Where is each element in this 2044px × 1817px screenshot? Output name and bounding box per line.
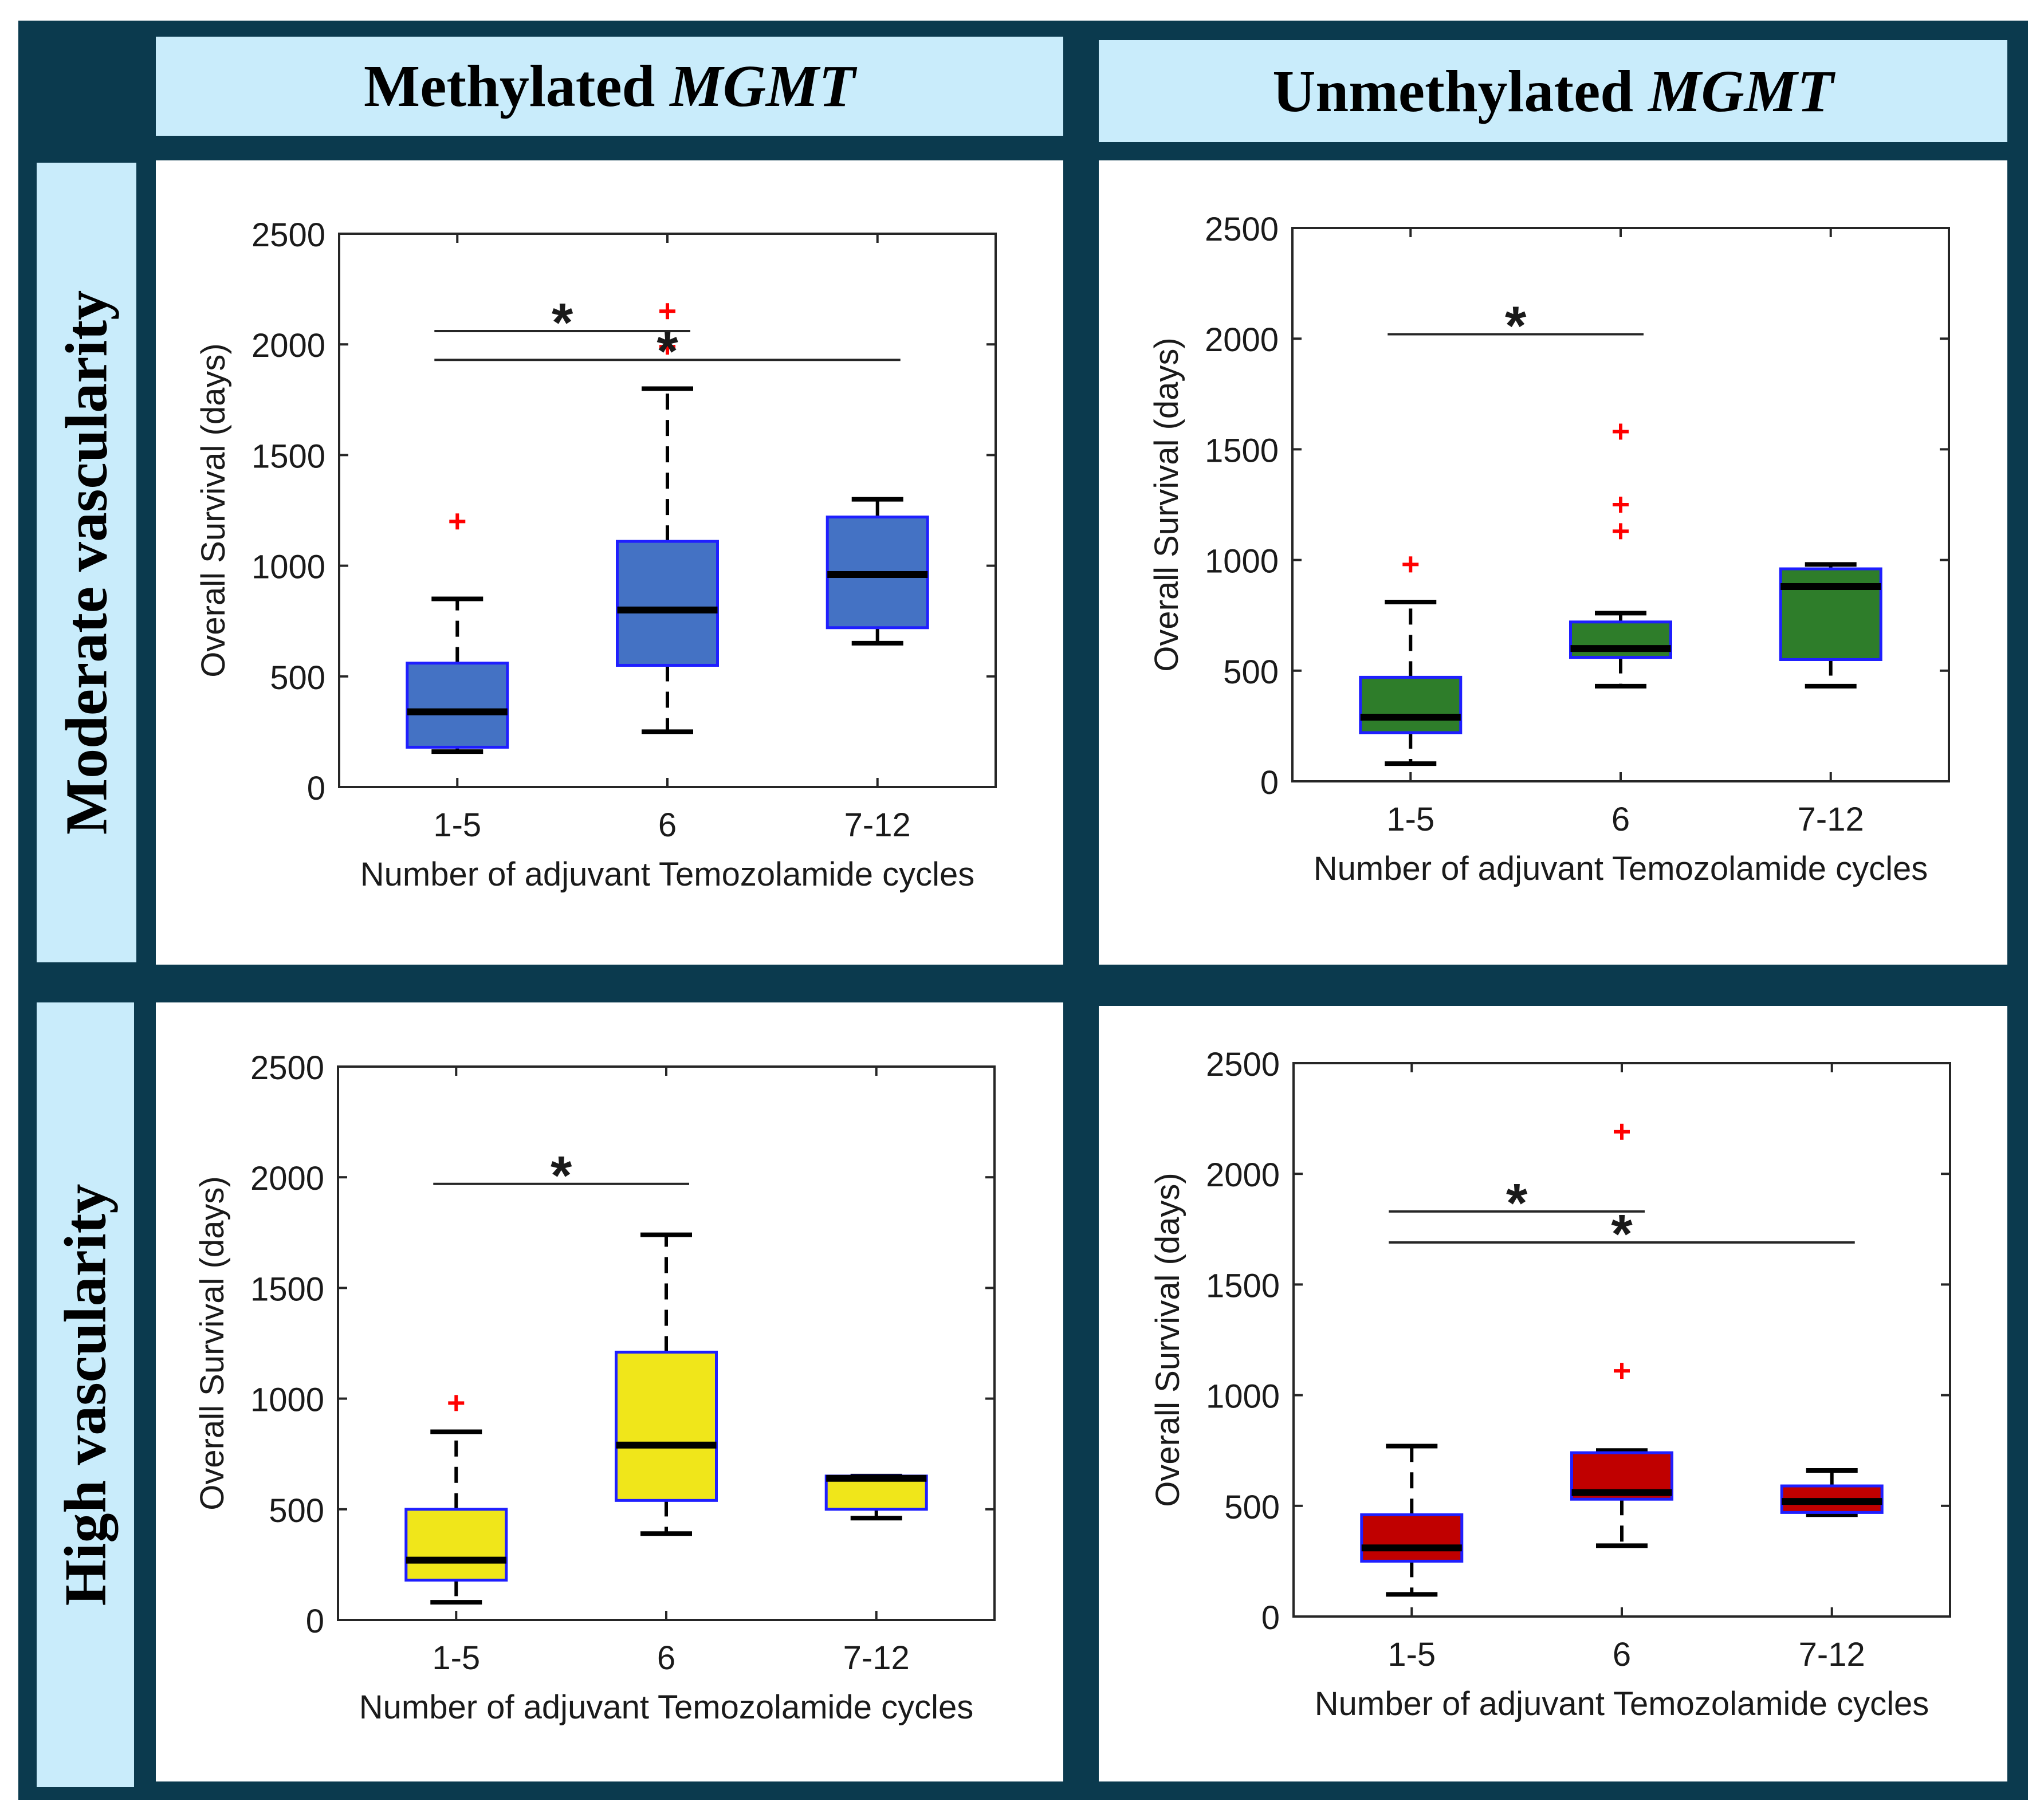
- significance-star: *: [657, 321, 678, 382]
- column-header-unmethylated: Unmethylated MGMT: [1099, 40, 2007, 142]
- chart-svg: 0 500 1000 1500 2000 2500 1-5 6 7-12 Number of ad…: [1148, 211, 1950, 887]
- iqr-box: [1360, 1513, 1464, 1563]
- x-tick-label: 7-12: [1798, 801, 1864, 838]
- outlier-marker: [1613, 523, 1629, 540]
- x-tick-label: 1-5: [1386, 801, 1434, 838]
- iqr-box: [616, 540, 719, 667]
- y-tick-label: 1500: [1206, 1267, 1280, 1304]
- column-header-methylated-text: Methylated: [364, 53, 655, 119]
- y-axis-label: Overall Survival (days): [195, 343, 232, 677]
- box-1-5: [406, 513, 509, 754]
- box-6: [615, 1232, 718, 1536]
- box-7-12: [826, 497, 929, 646]
- box-6: [1569, 423, 1672, 689]
- row-header-moderate-text: Moderate vascularity: [53, 290, 120, 835]
- y-tick-label: 500: [1224, 1489, 1280, 1526]
- outlier-marker: [1613, 423, 1629, 440]
- box-6: [1570, 1123, 1673, 1548]
- outlier-marker: [659, 339, 675, 355]
- y-tick-label: 0: [1261, 1599, 1280, 1637]
- x-tick-label: 6: [1611, 801, 1630, 838]
- box-6: [616, 303, 719, 734]
- column-header-methylated-gene: MGMT: [670, 53, 855, 119]
- x-tick-label: 1-5: [432, 1639, 480, 1677]
- significance-star: *: [551, 1145, 572, 1206]
- column-header-unmethylated-gene: MGMT: [1648, 58, 1834, 124]
- iqr-box: [404, 1508, 508, 1582]
- y-tick-label: 2500: [251, 217, 325, 254]
- box-7-12: [1779, 562, 1882, 689]
- y-tick-label: 500: [1223, 654, 1279, 691]
- row-header-high: High vascularity: [37, 1002, 134, 1787]
- y-tick-label: 2000: [250, 1160, 324, 1197]
- y-tick-label: 500: [269, 1492, 324, 1529]
- x-tick-label: 6: [657, 1639, 675, 1677]
- chart-svg: 0 500 1000 1500 2000 2500 1-5 6 7-12 Number of ad…: [194, 1049, 996, 1726]
- y-tick-label: 0: [306, 1603, 324, 1640]
- x-tick-label: 6: [658, 807, 677, 844]
- y-tick-label: 2000: [1205, 321, 1279, 359]
- x-axis-label: Number of adjuvant Temozolamide cycles: [359, 1689, 973, 1726]
- y-tick-label: 0: [1260, 764, 1279, 801]
- x-tick-label: 7-12: [1799, 1636, 1865, 1673]
- iqr-box: [1569, 620, 1672, 659]
- iqr-box: [1359, 675, 1463, 734]
- x-tick-label: 7-12: [843, 1639, 910, 1677]
- y-axis-label: Overall Survival (days): [1149, 1173, 1186, 1507]
- x-axis-label: Number of adjuvant Temozolamide cycles: [1314, 850, 1928, 887]
- column-header-unmethylated-text: Unmethylated: [1272, 58, 1634, 124]
- panel-methylated-high: 0 500 1000 1500 2000 2500 1-5 6 7-12 Number of ad…: [156, 1002, 1063, 1781]
- box-7-12: [1780, 1468, 1884, 1517]
- outlier-marker: [659, 303, 675, 320]
- y-tick-label: 1500: [250, 1271, 324, 1308]
- significance-star: *: [552, 292, 573, 353]
- x-tick-label: 1-5: [1387, 1636, 1436, 1673]
- y-tick-label: 500: [270, 659, 325, 697]
- significance-star: *: [1506, 1173, 1528, 1234]
- chart-svg: 0 500 1000 1500 2000 2500 1-5 6 7-12 Number of ad…: [1149, 1046, 1951, 1722]
- iqr-box: [1779, 567, 1882, 661]
- y-tick-label: 2500: [250, 1049, 324, 1087]
- y-tick-label: 1000: [1205, 543, 1279, 580]
- outlier-marker: [1613, 497, 1629, 513]
- x-tick-label: 6: [1613, 1636, 1631, 1673]
- y-tick-label: 2000: [251, 327, 325, 364]
- outlier-marker: [1402, 556, 1419, 573]
- column-header-methylated: Methylated MGMT: [156, 37, 1063, 136]
- y-tick-label: 2500: [1205, 211, 1279, 248]
- y-tick-label: 1500: [1205, 432, 1279, 469]
- iqr-box: [406, 662, 509, 749]
- box-1-5: [404, 1395, 508, 1605]
- outlier-marker: [448, 1395, 465, 1411]
- significance-star: *: [1611, 1204, 1633, 1265]
- y-tick-label: 1000: [250, 1382, 324, 1419]
- y-tick-label: 2500: [1206, 1046, 1280, 1083]
- y-tick-label: 0: [307, 770, 325, 807]
- x-axis-label: Number of adjuvant Temozolamide cycles: [360, 856, 974, 893]
- x-tick-label: 7-12: [844, 807, 911, 844]
- x-axis-label: Number of adjuvant Temozolamide cycles: [1315, 1685, 1929, 1722]
- y-tick-label: 1000: [1206, 1378, 1280, 1415]
- iqr-box: [615, 1350, 718, 1502]
- panel-methylated-moderate: 0 500 1000 1500 2000 2500 1-5 6 7-12 Number of ad…: [156, 160, 1063, 965]
- panel-unmethylated-moderate: 0 500 1000 1500 2000 2500 1-5 6 7-12 Number of ad…: [1099, 160, 2007, 965]
- row-header-high-text: High vascularity: [52, 1183, 119, 1606]
- box-1-5: [1359, 556, 1463, 766]
- y-tick-label: 2000: [1206, 1157, 1280, 1194]
- y-axis-label: Overall Survival (days): [1148, 337, 1185, 671]
- box-7-12: [824, 1473, 928, 1521]
- y-tick-label: 1500: [251, 438, 325, 475]
- row-header-moderate: Moderate vascularity: [37, 163, 136, 962]
- outlier-marker: [449, 513, 466, 530]
- outlier-marker: [1614, 1123, 1630, 1140]
- box-1-5: [1360, 1444, 1464, 1597]
- panel-unmethylated-high: 0 500 1000 1500 2000 2500 1-5 6 7-12 Number of ad…: [1099, 1006, 2007, 1781]
- outlier-marker: [1614, 1363, 1630, 1379]
- chart-svg: 0 500 1000 1500 2000 2500 1-5 6 7-12 Number of ad…: [195, 217, 997, 893]
- y-axis-label: Overall Survival (days): [194, 1176, 231, 1510]
- significance-star: *: [1505, 295, 1527, 356]
- x-tick-label: 1-5: [433, 807, 481, 844]
- y-tick-label: 1000: [251, 549, 325, 586]
